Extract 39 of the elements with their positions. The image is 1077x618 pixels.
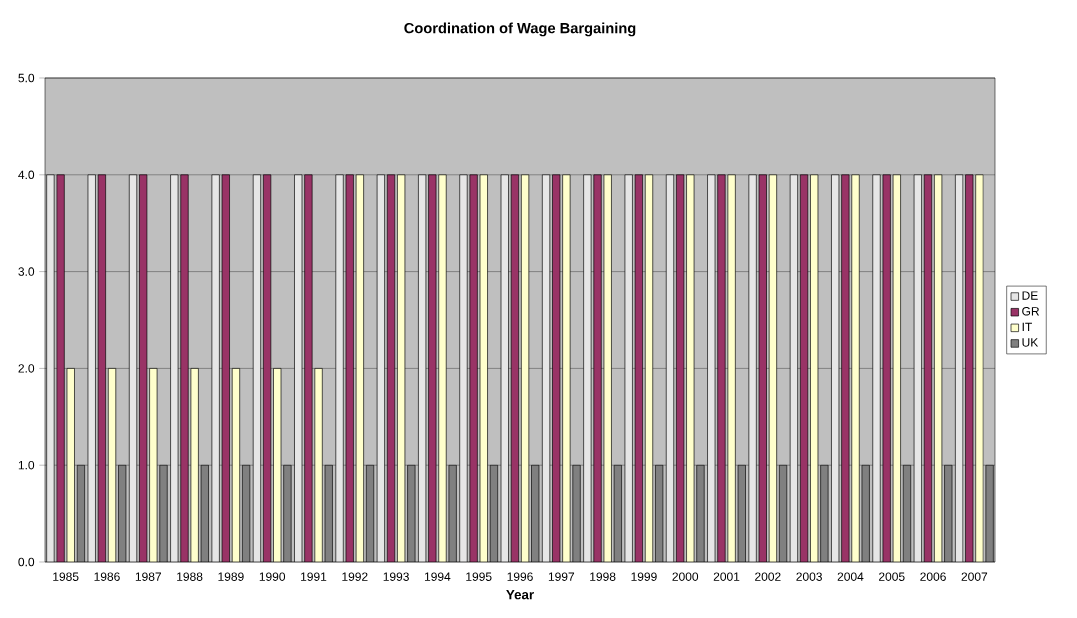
x-tick-label: 1995 (466, 572, 492, 581)
x-tick-label: 2005 (879, 572, 905, 581)
x-tick-label: 1997 (548, 572, 575, 581)
y-tick-label: 3.0 (18, 267, 35, 276)
x-tick-label: 2002 (755, 572, 781, 581)
x-tick-label: 1994 (424, 572, 451, 581)
x-tick-label: 1992 (342, 572, 368, 581)
legend-label: DE (1022, 291, 1038, 300)
y-tick-label: 1.0 (18, 460, 35, 470)
bar (975, 174, 984, 562)
y-tick-label: 2.0 (18, 364, 35, 373)
x-tick-label: 2000 (672, 572, 699, 581)
x-tick-label: 1985 (53, 572, 79, 581)
x-tick-label: 1986 (94, 572, 120, 581)
x-tick-label: 1998 (590, 572, 616, 581)
bar (851, 174, 860, 562)
y-tick-label: 0.0 (18, 557, 35, 567)
x-tick-label: 1991 (301, 572, 327, 581)
bar (314, 368, 323, 562)
x-tick-label: 2007 (961, 572, 988, 581)
x-tick-label: 1988 (177, 572, 203, 581)
x-tick-label: 2004 (837, 572, 864, 581)
x-tick-label: 1999 (631, 572, 657, 581)
y-tick-label: 4.0 (18, 170, 35, 180)
y-tick-label: 5.0 (18, 73, 35, 83)
x-tick-label: 1993 (383, 572, 409, 581)
chart-title: Coordination of Wage Bargaining (404, 22, 636, 37)
x-tick-label: 2001 (713, 572, 740, 581)
legend-label: IT (1022, 322, 1032, 331)
x-tick-label: 1990 (259, 572, 286, 581)
x-tick-label: 1987 (135, 572, 161, 581)
legend-label: GR (1022, 307, 1040, 316)
x-tick-label: 2006 (920, 572, 946, 581)
x-tick-label: 1996 (507, 572, 533, 581)
x-axis-title: Year (506, 590, 534, 600)
legend-label: UK (1022, 338, 1039, 347)
x-tick-label: 2003 (796, 572, 822, 581)
x-tick-label: 1989 (218, 572, 244, 581)
bar (438, 174, 447, 562)
